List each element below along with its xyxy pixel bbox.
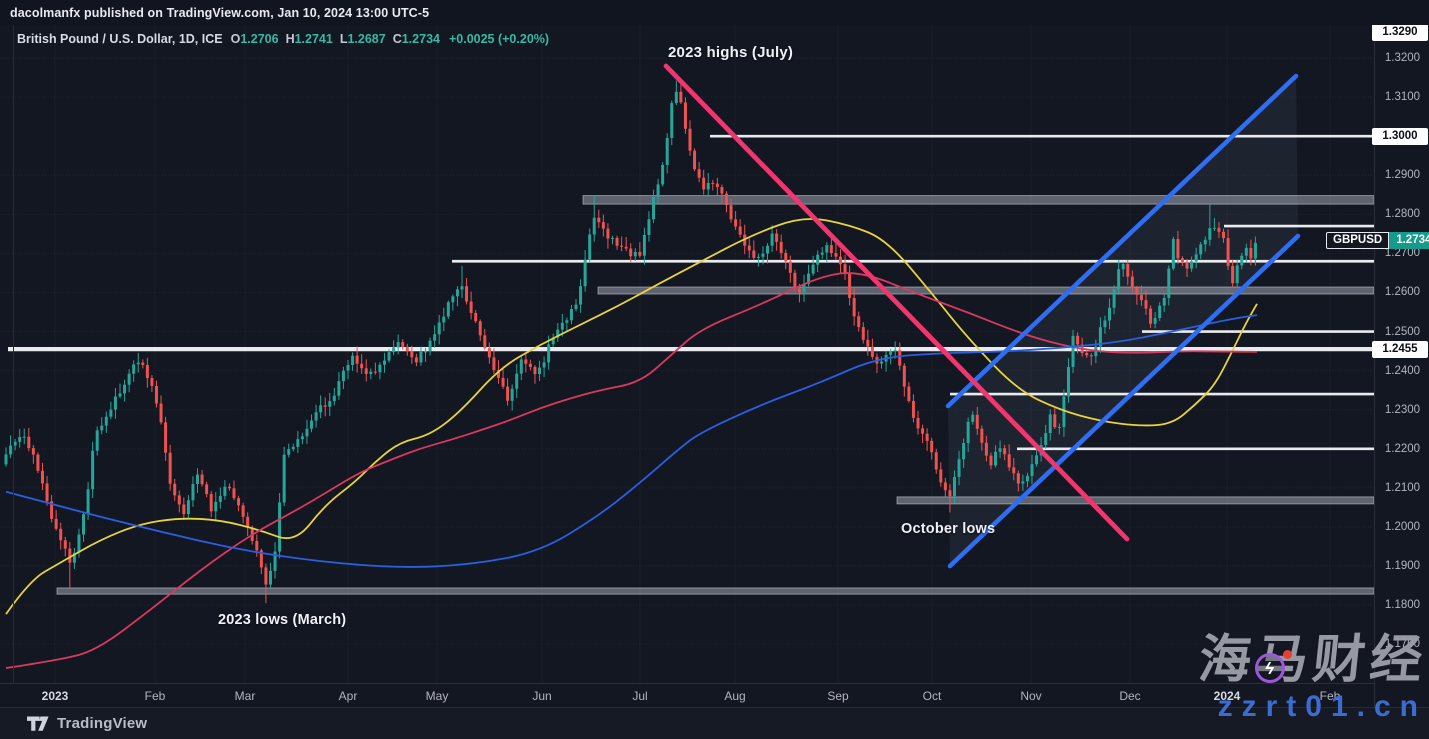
price-tick: 1.3100: [1384, 91, 1421, 104]
channel-upper-line: [945, 73, 1299, 409]
ohlc-values: O1.2706 H1.2741 L1.2687 C1.2734: [231, 32, 447, 46]
last-price-symbol: GBPUSD: [1326, 231, 1390, 249]
tradingview-brand-text[interactable]: TradingView: [57, 715, 148, 732]
price-tick: 1.2500: [1384, 325, 1421, 338]
ohlc-item: L1.2687: [339, 31, 386, 46]
ohlc-item: C1.2734: [392, 31, 440, 46]
last-price-badge: GBPUSD 1.2734: [1326, 231, 1429, 249]
annotation-2023-lows: 2023 lows (March): [218, 612, 347, 628]
downtrend-line: [663, 63, 1130, 542]
price-tick: 1.2000: [1384, 520, 1421, 533]
time-tick: Feb: [144, 689, 166, 703]
level-price-badge: 1.3290: [1372, 24, 1428, 41]
ma-slow-blue: [5, 314, 1258, 568]
price-tick: 1.2600: [1384, 286, 1421, 299]
price-tick: 1.1700: [1384, 638, 1421, 651]
last-price-value: 1.2734: [1389, 231, 1429, 249]
time-tick: Apr: [338, 689, 358, 703]
ohlc-item: O1.2706: [230, 31, 279, 46]
time-tick: Aug: [724, 689, 746, 703]
level-price-badge: 1.3000: [1372, 127, 1428, 145]
price-tick: 1.1900: [1384, 560, 1421, 573]
time-tick: Dec: [1119, 689, 1141, 703]
tradingview-logo-icon[interactable]: [27, 715, 49, 732]
time-axis[interactable]: 2023 Feb Mar Apr May Jun Jul Aug Sep Oct Nov Dec 202…: [0, 683, 1429, 707]
time-tick: Mar: [234, 689, 256, 703]
time-tick: Jul: [632, 689, 648, 703]
price-tick: 1.3200: [1384, 52, 1421, 64]
channel-lower-line: [947, 233, 1301, 569]
annotation-october-lows: October lows: [901, 521, 996, 537]
price-tick: 1.2900: [1384, 169, 1421, 182]
time-tick: May: [425, 689, 449, 703]
time-tick: 2024: [1213, 689, 1241, 703]
change-value: +0.0025 (+0.20%): [448, 31, 550, 46]
time-tick: Jun: [532, 689, 552, 703]
symbol-legend[interactable]: British Pound / U.S. Dollar, 1D, ICE O1.…: [17, 31, 549, 46]
price-tick: 1.2100: [1384, 481, 1421, 494]
ma-mid-pink: [5, 272, 1258, 669]
time-tick: Oct: [922, 689, 942, 703]
price-tick: 1.2800: [1384, 208, 1421, 221]
annotation-2023-highs: 2023 highs (July): [668, 44, 794, 61]
time-tick: Feb: [1319, 689, 1341, 703]
footer-bar: TradingView: [0, 707, 1429, 739]
price-tick: 1.1800: [1384, 599, 1421, 612]
time-tick: 2023: [41, 689, 69, 703]
price-tick: 1.2200: [1384, 442, 1421, 455]
level-price-badge: 1.2455: [1372, 340, 1428, 358]
time-tick: Nov: [1020, 689, 1042, 703]
publish-header: dacolmanfx published on TradingView.com,…: [0, 0, 1429, 25]
published-info: dacolmanfx published on TradingView.com,…: [10, 5, 430, 20]
symbol-title: British Pound / U.S. Dollar, 1D, ICE: [17, 31, 223, 46]
price-tick: 1.2300: [1384, 403, 1421, 416]
price-tick: 1.2400: [1384, 364, 1421, 377]
ohlc-item: H1.2741: [285, 31, 333, 46]
time-tick: Sep: [827, 689, 849, 703]
price-tick: 1.2700: [1384, 247, 1421, 260]
ma-fast-yellow: [5, 218, 1258, 615]
